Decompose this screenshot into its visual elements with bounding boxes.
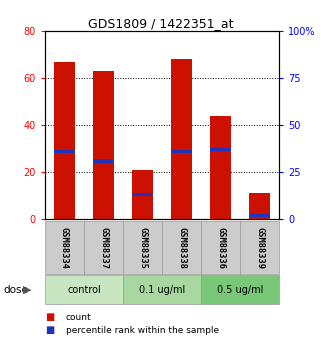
Bar [123,221,162,274]
Text: GSM88337: GSM88337 [99,227,108,268]
Text: GDS1809 / 1422351_at: GDS1809 / 1422351_at [88,17,233,30]
Text: ■: ■ [45,312,54,322]
Bar [171,150,192,153]
Bar [54,150,75,153]
Bar [132,193,153,196]
Bar [249,214,271,217]
Bar [132,170,153,219]
Text: 0.5 ug/ml: 0.5 ug/ml [217,285,264,295]
Bar [123,275,201,304]
Text: control: control [67,285,101,295]
Bar [201,221,240,274]
Bar [54,62,75,219]
Text: GSM88334: GSM88334 [60,227,69,268]
Bar [240,221,279,274]
Text: 0.1 ug/ml: 0.1 ug/ml [139,285,185,295]
Bar [201,275,279,304]
Text: GSM88338: GSM88338 [177,227,186,268]
Text: GSM88335: GSM88335 [138,227,147,268]
Bar [249,193,271,219]
Text: percentile rank within the sample: percentile rank within the sample [66,326,219,335]
Bar [210,148,231,151]
Text: count: count [66,313,91,322]
Bar [84,221,123,274]
Bar [45,275,123,304]
Text: ■: ■ [45,325,54,335]
Text: GSM88339: GSM88339 [255,227,264,268]
Bar [93,159,114,162]
Bar [45,221,84,274]
Bar [171,59,192,219]
Bar [162,221,201,274]
Text: dose: dose [3,285,28,295]
Bar [93,71,114,219]
Text: GSM88336: GSM88336 [216,227,225,268]
Bar [210,116,231,219]
Text: ▶: ▶ [23,285,31,295]
